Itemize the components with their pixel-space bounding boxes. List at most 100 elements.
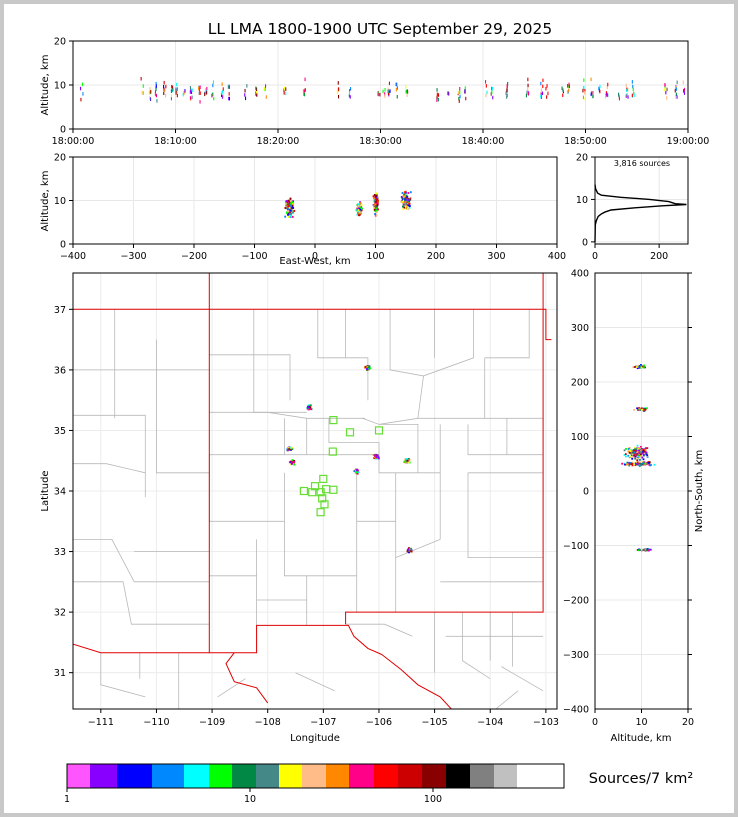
map-source-mark: [289, 446, 292, 449]
ns-source-mark: [636, 453, 639, 456]
top-source-mark: [191, 90, 193, 94]
map-source-mark: [290, 446, 293, 449]
ns-source-mark: [624, 463, 626, 466]
ew-source-mark: [289, 201, 291, 204]
map-source-mark: [404, 461, 407, 464]
ns-source-mark: [627, 448, 630, 450]
top-source-mark: [582, 88, 584, 93]
top-source-mark: [222, 94, 224, 98]
ns-ytick-label: 300: [571, 323, 589, 334]
ns-ytick-label: −300: [563, 650, 589, 661]
map-source-mark: [357, 471, 360, 473]
state-border: [345, 273, 544, 625]
county-border: [100, 652, 146, 698]
top-source-mark: [437, 97, 439, 102]
top-source-mark: [584, 88, 586, 93]
top-source-mark: [506, 88, 508, 92]
county-border: [345, 623, 413, 637]
top-source-mark: [163, 87, 165, 91]
top-source-mark: [436, 92, 438, 97]
ns-source-mark: [626, 461, 629, 464]
top-source-mark: [285, 87, 287, 91]
colorbar-swatch: [349, 764, 374, 788]
map-xtick-label: −103: [533, 717, 559, 728]
colorbar-swatch: [279, 764, 302, 788]
map-source-mark: [364, 365, 367, 368]
top-source-mark: [625, 94, 627, 98]
county-border: [395, 539, 441, 558]
colorbar-swatch: [67, 764, 90, 788]
ns-source-mark: [639, 461, 641, 464]
ns-source-mark: [631, 453, 634, 456]
ew-source-mark: [358, 210, 361, 213]
county-border: [467, 472, 544, 558]
colorbar: 1 10 100 Sources/7 km²: [64, 763, 693, 805]
ns-source-mark: [648, 549, 650, 552]
map-source-mark: [406, 459, 409, 462]
top-source-mark: [626, 93, 628, 97]
ew-source-mark: [287, 210, 290, 213]
ns-source-mark: [642, 450, 644, 453]
top-source-mark: [228, 96, 230, 101]
colorbar-swatch: [209, 764, 232, 788]
top-source-mark: [384, 88, 386, 92]
top-source-mark: [683, 89, 685, 93]
ew-source-mark: [409, 191, 412, 194]
top-source-mark: [683, 87, 685, 92]
hist-xtick-label: 200: [650, 251, 668, 262]
top-source-mark: [199, 85, 201, 89]
top-source-mark: [150, 90, 152, 94]
ns-source-mark: [634, 464, 637, 467]
ns-source-mark: [623, 454, 626, 456]
top-source-mark: [632, 87, 634, 91]
colorbar-swatch: [302, 764, 326, 788]
county-border: [362, 417, 418, 425]
top-source-mark: [607, 93, 609, 97]
top-source-mark: [665, 87, 667, 91]
map-source-mark: [290, 462, 293, 465]
ns-xtick-label: 10: [635, 717, 647, 728]
ew-source-mark: [359, 204, 362, 207]
ns-source-mark: [638, 449, 640, 452]
top-source-mark: [164, 88, 166, 92]
plan-view-map-panel: −111 −110 −109 −108 −107 −106 −105 −104 −103 31 32…: [40, 272, 559, 744]
ew-source-mark: [356, 210, 359, 213]
map-source-mark: [309, 406, 311, 409]
top-source-mark: [175, 91, 177, 95]
map-source-mark: [374, 454, 377, 457]
top-source-mark: [163, 91, 165, 95]
top-source-mark: [582, 95, 584, 100]
county-border: [484, 357, 544, 419]
map-source-mark: [288, 448, 291, 451]
lma-figure-svg: LL LMA 1800-1900 UTC September 29, 2025 …: [40, 20, 709, 805]
top-source-mark: [562, 93, 564, 97]
ew-source-mark: [404, 204, 407, 207]
ew-source-mark: [291, 206, 294, 209]
top-source-mark: [189, 86, 191, 90]
ns-source-mark: [640, 455, 642, 457]
ns-source-mark: [646, 462, 648, 464]
ns-source-mark: [640, 464, 643, 466]
top-source-mark: [379, 92, 381, 97]
top-source-mark: [189, 90, 191, 94]
top-source-mark: [567, 90, 569, 94]
ew-source-mark: [372, 196, 375, 199]
top-source-mark: [175, 87, 177, 92]
top-source-mark: [438, 93, 440, 97]
ns-source-mark: [632, 455, 635, 458]
top-source-mark: [388, 89, 390, 94]
ns-source-mark: [638, 549, 640, 552]
colorbar-swatch: [422, 764, 446, 788]
ew-source-mark: [355, 208, 358, 211]
ns-source-mark: [640, 451, 642, 454]
top-source-mark: [211, 93, 213, 98]
top-source-mark: [683, 91, 685, 95]
ns-source-mark: [644, 448, 647, 451]
top-source-mark: [213, 96, 215, 101]
map-source-mark: [407, 548, 410, 551]
ns-source-mark: [632, 451, 634, 454]
top-source-mark: [447, 91, 449, 96]
top-source-mark: [170, 89, 172, 93]
ew-xtick-label: −100: [241, 251, 267, 262]
ew-source-mark: [404, 199, 406, 202]
